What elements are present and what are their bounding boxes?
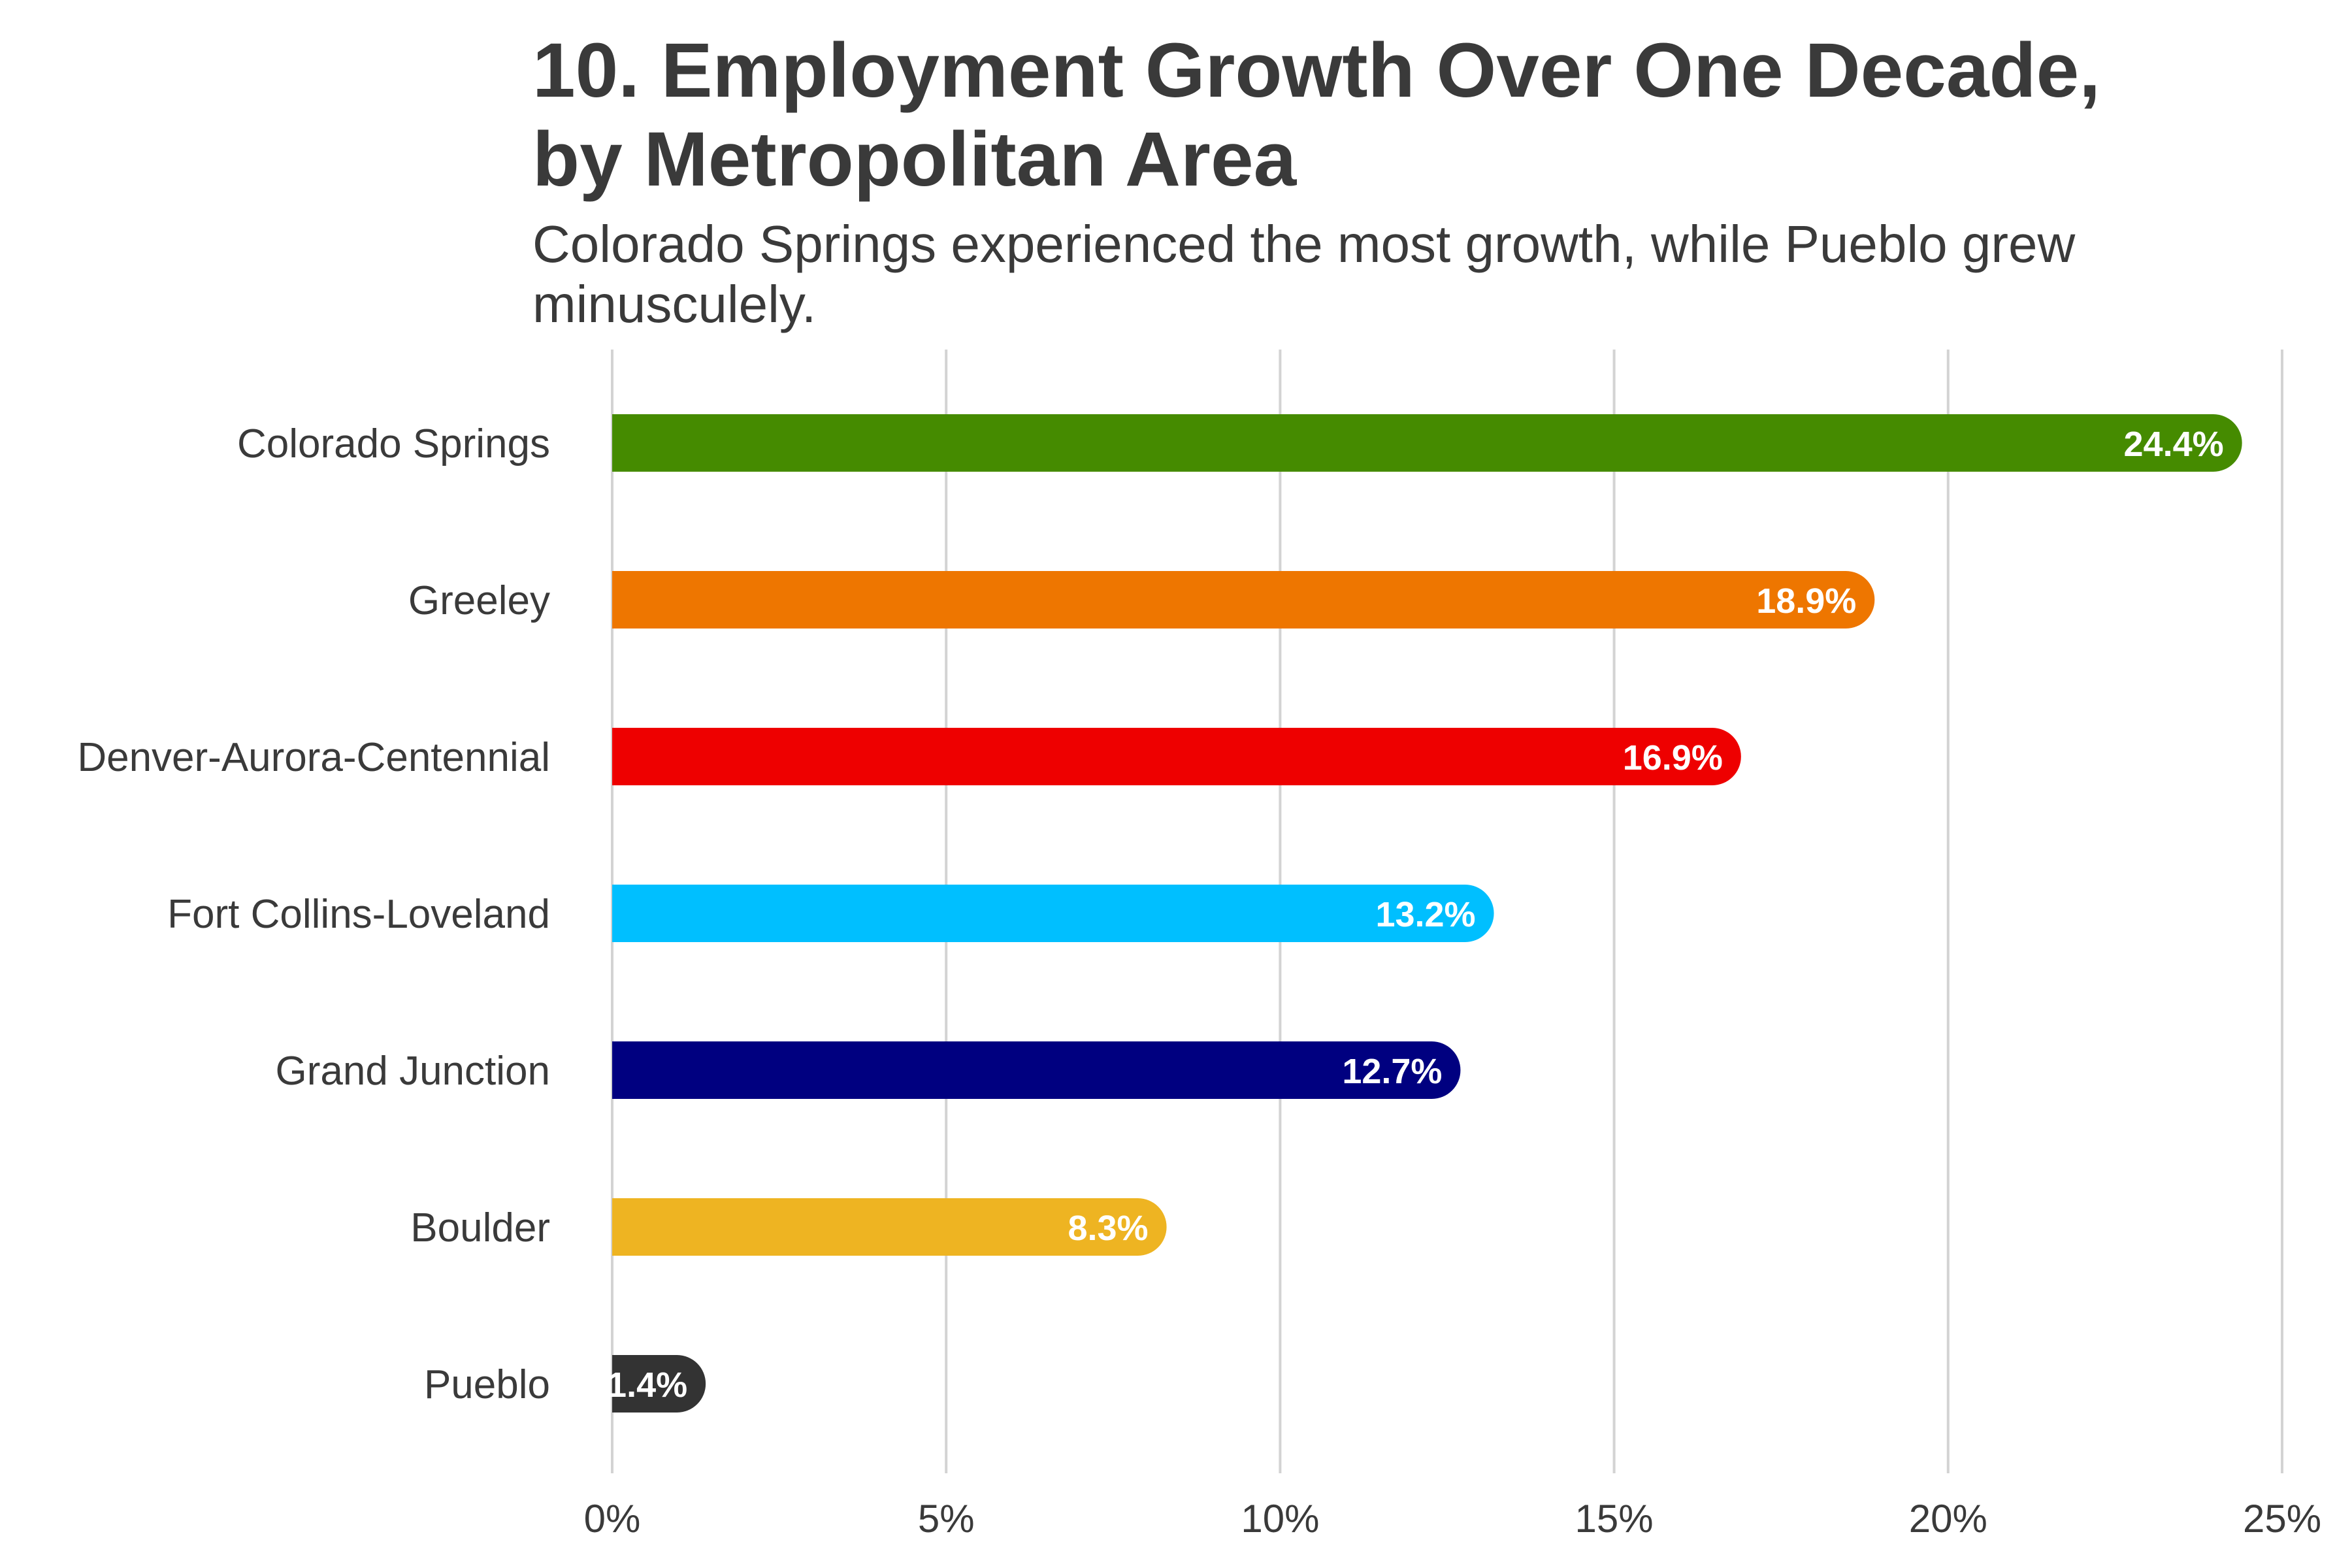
- x-tick-label: 0%: [584, 1497, 641, 1541]
- category-label: Colorado Springs: [237, 421, 550, 466]
- x-tick-label: 15%: [1575, 1497, 1654, 1541]
- chart-title-line-2: by Metropolitan Area: [532, 116, 1297, 203]
- bar-value-label: 12.7%: [1342, 1052, 1442, 1091]
- category-label: Boulder: [410, 1205, 550, 1250]
- bar: [612, 1198, 1167, 1256]
- category-label: Pueblo: [424, 1362, 550, 1407]
- bar-value-label: 18.9%: [1756, 581, 1856, 621]
- chart-subtitle: Colorado Springs experienced the most gr…: [532, 214, 2075, 335]
- chart-subtitle-line-1: Colorado Springs experienced the most gr…: [532, 215, 2076, 273]
- category-label: Greeley: [408, 578, 550, 623]
- bars: 24.4% 18.9% 16.9% 13.2% 12.7% 8.3% 1.4%: [607, 414, 2242, 1413]
- bar-value-label: 1.4%: [607, 1365, 687, 1405]
- bar: [612, 885, 1494, 942]
- x-tick-labels: 0% 5% 10% 15% 20% 25%: [584, 1497, 2321, 1541]
- chart-title: 10. Employment Growth Over One Decade, b…: [532, 26, 2100, 204]
- x-tick-label: 10%: [1241, 1497, 1319, 1541]
- x-tick-label: 25%: [2243, 1497, 2321, 1541]
- category-label: Denver-Aurora-Centennial: [77, 735, 550, 780]
- category-label: Grand Junction: [276, 1049, 550, 1094]
- bar-value-label: 16.9%: [1623, 738, 1723, 777]
- chart-subtitle-line-2: minusculely.: [532, 275, 817, 333]
- x-tick-label: 5%: [918, 1497, 975, 1541]
- bar-value-label: 8.3%: [1068, 1209, 1148, 1248]
- bar-value-label: 24.4%: [2124, 425, 2224, 464]
- bar: [612, 1041, 1461, 1099]
- bar-value-label: 13.2%: [1375, 895, 1475, 934]
- bar: [612, 414, 2242, 472]
- bar: [612, 728, 1741, 785]
- category-labels: Colorado Springs Greeley Denver-Aurora-Cen…: [77, 421, 550, 1407]
- x-tick-label: 20%: [1909, 1497, 1987, 1541]
- bar: [612, 571, 1875, 629]
- chart-title-line-1: 10. Employment Growth Over One Decade,: [532, 27, 2101, 114]
- category-label: Fort Collins-Loveland: [167, 892, 550, 937]
- bar: [612, 1355, 706, 1413]
